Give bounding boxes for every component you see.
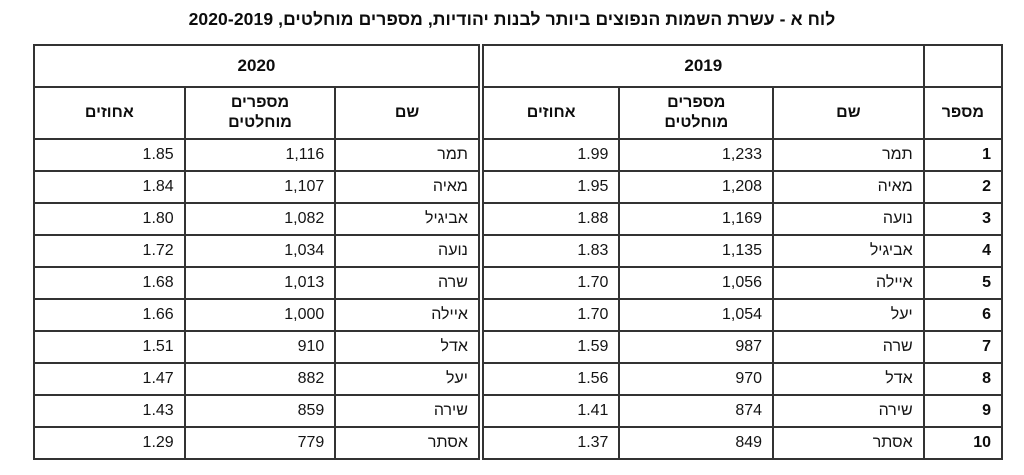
corner-cell	[922, 44, 1004, 88]
table-row: 9 שירה 874 1.41 שירה 859 1.43	[33, 394, 1004, 428]
abs-cell-2019: 1,208	[618, 170, 775, 204]
year-header-row: 2019 2020	[33, 44, 1004, 88]
table-row: 1 תמר 1,233 1.99 תמר 1,116 1.85	[33, 138, 1004, 172]
pct-cell-2020: 1.72	[33, 234, 186, 268]
pct-cell-2019: 1.83	[477, 234, 621, 268]
pct-cell-2020: 1.84	[33, 170, 186, 204]
year-header-2020: 2020	[33, 44, 482, 88]
name-cell-2020: אביגיל	[334, 202, 482, 236]
name-header-2019: שם	[772, 86, 925, 140]
name-cell-2019: שרה	[772, 330, 925, 364]
absolute-numbers-header-2020: מספרים מוחלטים	[183, 86, 337, 140]
rank-cell: 1	[922, 138, 1004, 172]
name-cell-2020: שרה	[334, 266, 482, 300]
name-cell-2019: אדל	[772, 362, 925, 396]
name-cell-2020: איילה	[334, 298, 482, 332]
pct-cell-2019: 1.37	[477, 426, 621, 460]
percent-header-2020: אחוזים	[33, 86, 186, 140]
pct-cell-2020: 1.68	[33, 266, 186, 300]
pct-cell-2020: 1.47	[33, 362, 186, 396]
abs-cell-2020: 1,034	[183, 234, 337, 268]
table-row: 10 אסתר 849 1.37 אסתר 779 1.29	[33, 426, 1004, 460]
table-row: 8 אדל 970 1.56 יעל 882 1.47	[33, 362, 1004, 396]
name-cell-2019: איילה	[772, 266, 925, 300]
rank-cell: 10	[922, 426, 1004, 460]
name-cell-2019: אסתר	[772, 426, 925, 460]
absolute-numbers-header-2019: מספרים מוחלטים	[618, 86, 775, 140]
rank-cell: 6	[922, 298, 1004, 332]
abs-cell-2020: 1,107	[183, 170, 337, 204]
name-cell-2020: אסתר	[334, 426, 482, 460]
name-cell-2019: תמר	[772, 138, 925, 172]
name-cell-2020: יעל	[334, 362, 482, 396]
pct-cell-2019: 1.70	[477, 298, 621, 332]
name-cell-2019: יעל	[772, 298, 925, 332]
abs-cell-2020: 910	[183, 330, 337, 364]
rank-cell: 5	[922, 266, 1004, 300]
rank-cell: 2	[922, 170, 1004, 204]
names-table: 2019 2020 מספר שם מספרים מוחלטים אחוזים …	[33, 44, 1004, 460]
pct-cell-2019: 1.95	[477, 170, 621, 204]
abs-cell-2020: 1,082	[183, 202, 337, 236]
pct-cell-2019: 1.70	[477, 266, 621, 300]
pct-cell-2020: 1.43	[33, 394, 186, 428]
pct-cell-2020: 1.85	[33, 138, 186, 172]
table-row: 5 איילה 1,056 1.70 שרה 1,013 1.68	[33, 266, 1004, 300]
abs-cell-2019: 1,169	[618, 202, 775, 236]
pct-cell-2019: 1.59	[477, 330, 621, 364]
page-title: לוח א - עשרת השמות הנפוצים ביותר לבנות י…	[188, 9, 836, 29]
table-row: 4 אביגיל 1,135 1.83 נועה 1,034 1.72	[33, 234, 1004, 268]
pct-cell-2019: 1.41	[477, 394, 621, 428]
rank-cell: 4	[922, 234, 1004, 268]
pct-cell-2020: 1.29	[33, 426, 186, 460]
table-row: 7 שרה 987 1.59 אדל 910 1.51	[33, 330, 1004, 364]
name-cell-2020: מאיה	[334, 170, 482, 204]
abs-cell-2019: 1,056	[618, 266, 775, 300]
column-header-row: מספר שם מספרים מוחלטים אחוזים שם מספרים …	[33, 86, 1004, 140]
name-cell-2020: שירה	[334, 394, 482, 428]
abs-cell-2020: 859	[183, 394, 337, 428]
name-cell-2020: נועה	[334, 234, 482, 268]
name-cell-2020: אדל	[334, 330, 482, 364]
name-cell-2019: מאיה	[772, 170, 925, 204]
table-row: 6 יעל 1,054 1.70 איילה 1,000 1.66	[33, 298, 1004, 332]
abs-cell-2019: 987	[618, 330, 775, 364]
abs-cell-2019: 1,135	[618, 234, 775, 268]
abs-cell-2020: 779	[183, 426, 337, 460]
abs-cell-2020: 882	[183, 362, 337, 396]
abs-cell-2019: 970	[618, 362, 775, 396]
pct-cell-2020: 1.51	[33, 330, 186, 364]
absolute-numbers-header-text: מספרים מוחלטים	[664, 94, 729, 131]
abs-cell-2019: 1,054	[618, 298, 775, 332]
pct-cell-2019: 1.99	[477, 138, 621, 172]
abs-cell-2020: 1,000	[183, 298, 337, 332]
pct-cell-2020: 1.66	[33, 298, 186, 332]
rank-cell: 9	[922, 394, 1004, 428]
name-header-2020: שם	[334, 86, 482, 140]
pct-cell-2020: 1.80	[33, 202, 186, 236]
rank-header: מספר	[922, 86, 1004, 140]
name-cell-2019: אביגיל	[772, 234, 925, 268]
abs-cell-2019: 1,233	[618, 138, 775, 172]
absolute-numbers-header-text: מספרים מוחלטים	[228, 94, 292, 131]
percent-header-2019: אחוזים	[477, 86, 621, 140]
abs-cell-2019: 849	[618, 426, 775, 460]
abs-cell-2020: 1,116	[183, 138, 337, 172]
name-cell-2019: שירה	[772, 394, 925, 428]
name-cell-2019: נועה	[772, 202, 925, 236]
pct-cell-2019: 1.56	[477, 362, 621, 396]
year-header-2019: 2019	[477, 44, 925, 88]
rank-cell: 8	[922, 362, 1004, 396]
abs-cell-2020: 1,013	[183, 266, 337, 300]
name-cell-2020: תמר	[334, 138, 482, 172]
table-row: 2 מאיה 1,208 1.95 מאיה 1,107 1.84	[33, 170, 1004, 204]
table-row: 3 נועה 1,169 1.88 אביגיל 1,082 1.80	[33, 202, 1004, 236]
pct-cell-2019: 1.88	[477, 202, 621, 236]
abs-cell-2019: 874	[618, 394, 775, 428]
rank-cell: 7	[922, 330, 1004, 364]
rank-cell: 3	[922, 202, 1004, 236]
